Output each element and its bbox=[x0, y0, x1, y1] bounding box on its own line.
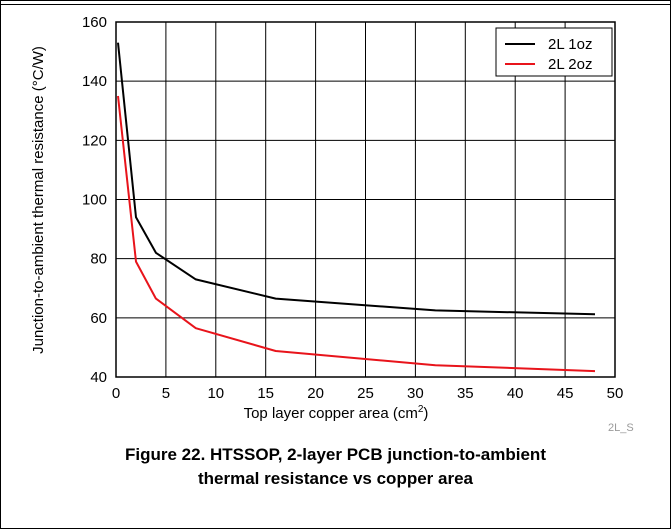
y-tick-label: 60 bbox=[90, 310, 107, 327]
caption-line-1: Figure 22. HTSSOP, 2-layer PCB junction-… bbox=[125, 445, 546, 464]
x-tick-label: 45 bbox=[557, 385, 574, 402]
series-line-2l-1oz bbox=[117, 42, 596, 316]
legend-label-2l-2oz: 2L 2oz bbox=[548, 56, 592, 73]
y-tick-label: 160 bbox=[82, 14, 107, 31]
x-axis-title: Top layer copper area (cm2) bbox=[244, 404, 429, 422]
tick-labels: 0 5 10 15 20 25 30 35 40 45 50 40 60 80 100 120 140 160 bbox=[82, 14, 623, 402]
chart-series bbox=[117, 42, 596, 373]
y-axis-title: Junction-to-ambient thermal resistance (… bbox=[30, 46, 47, 354]
x-tick-label: 20 bbox=[307, 385, 324, 402]
legend-box bbox=[495, 27, 613, 77]
y-tick-label: 80 bbox=[90, 251, 107, 268]
caption-line-2: thermal resistance vs copper area bbox=[198, 469, 473, 488]
x-tick-label: 15 bbox=[257, 385, 274, 402]
x-tick-label: 30 bbox=[407, 385, 424, 402]
x-tick-label: 5 bbox=[162, 385, 170, 402]
x-tick-label: 10 bbox=[207, 385, 224, 402]
figure-tag: 2L_S bbox=[608, 422, 634, 434]
legend-label-2l-1oz: 2L 1oz bbox=[548, 36, 592, 53]
x-tick-label: 40 bbox=[507, 385, 524, 402]
legend: 2L 1oz 2L 2oz bbox=[495, 27, 613, 77]
x-tick-label: 35 bbox=[457, 385, 474, 402]
x-tick-label: 50 bbox=[607, 385, 624, 402]
y-tick-label: 120 bbox=[82, 132, 107, 149]
top-rule bbox=[0, 0, 671, 5]
thermal-resistance-chart: 0 5 10 15 20 25 30 35 40 45 50 40 60 80 100 120 140 160 2… bbox=[30, 14, 634, 434]
x-tick-label: 0 bbox=[112, 385, 120, 402]
y-tick-label: 140 bbox=[82, 73, 107, 90]
y-tick-label: 40 bbox=[90, 369, 107, 386]
plot-border bbox=[115, 21, 616, 378]
figure-caption: Figure 22. HTSSOP, 2-layer PCB junction-… bbox=[0, 443, 671, 491]
x-tick-label: 25 bbox=[357, 385, 374, 402]
series-line-2l-2oz bbox=[117, 95, 596, 373]
y-tick-label: 100 bbox=[82, 192, 107, 209]
